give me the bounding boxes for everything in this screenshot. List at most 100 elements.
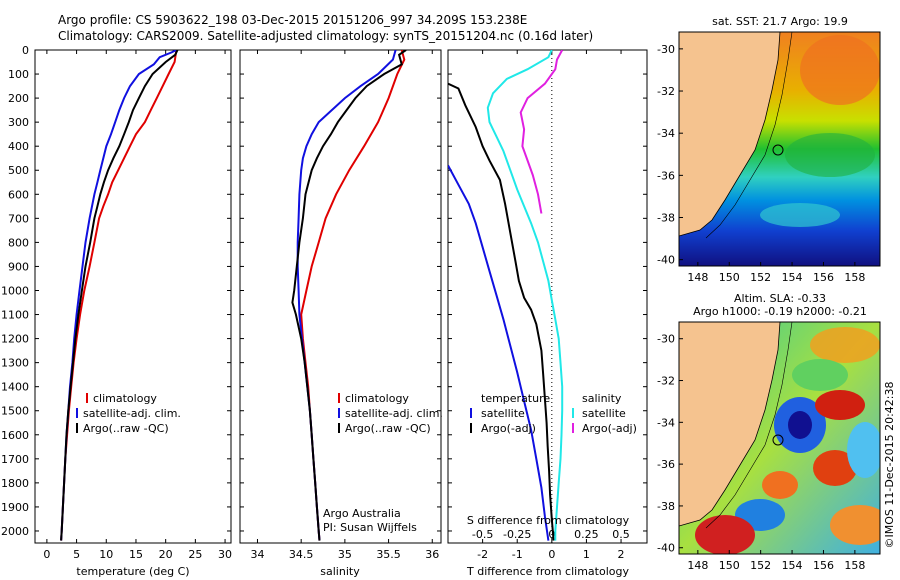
sst-map: [679, 32, 880, 266]
depth-tick-label: 900: [8, 260, 29, 273]
depth-tick-label: 1500: [1, 405, 29, 418]
x-tick-label: 30: [218, 548, 232, 561]
salinity-legend: climatology satellite-adj. clim. Argo(..…: [338, 392, 443, 435]
difference-top-label: S difference from climatology: [467, 514, 630, 527]
map-lon-label: 152: [750, 271, 771, 284]
difference-xlabel: T difference from climatology: [466, 565, 629, 578]
x-tick-label: 34.5: [289, 548, 314, 561]
depth-tick-label: 300: [8, 116, 29, 129]
series-line-temperature-argo-adj-: [448, 82, 555, 541]
map-lon-label: 154: [782, 271, 803, 284]
difference-series: [448, 50, 564, 541]
map-lon-label: 156: [813, 559, 834, 572]
map-lon-label: 150: [719, 559, 740, 572]
x-tick-label: 35: [338, 548, 352, 561]
series-line-argo-raw-qc-: [291, 50, 407, 541]
map-lon-label: 148: [687, 271, 708, 284]
difference-legend-temperature: temperature satellite Argo(-adj): [470, 392, 550, 435]
map-lat-label: -36: [657, 169, 675, 182]
legend-item: Argo(..raw -QC): [345, 422, 431, 435]
depth-tick-label: 500: [8, 164, 29, 177]
difference-top-axis: -0.5-0.2500.250.5: [472, 528, 630, 541]
map-lat-label: -36: [657, 458, 675, 471]
depth-tick-label: 1700: [1, 453, 29, 466]
x-tick-label: 35.5: [376, 548, 401, 561]
top-tick-label: -0.25: [503, 528, 531, 541]
map-lon-label: 152: [750, 559, 771, 572]
x-tick-label: 5: [73, 548, 80, 561]
series-line-temperature-satellite: [448, 164, 550, 541]
x-tick-label: 1: [583, 548, 590, 561]
depth-axis: 0 100 200 300 400 500 600 700 800 900 1000 1100 1200…: [1, 44, 647, 538]
salinity-xlabel: salinity: [320, 565, 360, 578]
depth-tick-label: 600: [8, 188, 29, 201]
x-tick-label: -2: [477, 548, 488, 561]
legend-item: Argo(-adj): [582, 422, 637, 435]
sla-map-title2: Argo h1000: -0.19 h2000: -0.21: [693, 305, 867, 318]
map-lat-label: -38: [657, 500, 675, 513]
salinity-annotation-line1: Argo Australia: [323, 507, 401, 520]
legend-title: temperature: [481, 392, 550, 405]
legend-item: climatology: [93, 392, 157, 405]
map-lat-label: -38: [657, 212, 675, 225]
x-tick-label: 10: [99, 548, 113, 561]
depth-tick-label: 1400: [1, 381, 29, 394]
series-line-satellite-adj-clim-: [296, 50, 397, 541]
difference-plot-frame: [447, 49, 648, 544]
map-lat-label: -32: [657, 375, 675, 388]
series-line-argo-raw-qc-: [60, 50, 179, 541]
depth-tick-label: 100: [8, 68, 29, 81]
series-line-salinity-satellite: [486, 50, 564, 541]
temperature-series: [60, 50, 179, 541]
x-tick-label: 0: [548, 548, 555, 561]
top-tick-label: 0.5: [612, 528, 630, 541]
map-lat-label: -30: [657, 333, 675, 346]
depth-tick-label: 1200: [1, 333, 29, 346]
land-mass: [679, 32, 780, 236]
map-lon-label: 150: [719, 271, 740, 284]
sla-map: [679, 322, 880, 554]
depth-tick-label: 1900: [1, 501, 29, 514]
legend-item: climatology: [345, 392, 409, 405]
depth-tick-label: 1100: [1, 309, 29, 322]
argo-position-marker: [772, 144, 784, 156]
map-lon-label: 154: [782, 559, 803, 572]
legend-item: satellite: [481, 407, 525, 420]
sla-map-frame: [678, 321, 881, 555]
legend-item: Argo(..raw -QC): [83, 422, 169, 435]
series-line-climatology: [300, 50, 406, 541]
x-tick-label: 34: [250, 548, 264, 561]
argo-position-marker: [772, 434, 784, 446]
x-tick-label: 36: [425, 548, 439, 561]
sst-map-frame: [678, 31, 881, 267]
difference-x-axis: -2 -1 0 1 2: [477, 50, 625, 561]
sst-map-title: sat. SST: 21.7 Argo: 19.9: [712, 15, 848, 28]
header-line1: Argo profile: CS 5903622_198 03-Dec-2015…: [58, 13, 527, 27]
depth-tick-label: 700: [8, 212, 29, 225]
legend-item: satellite: [582, 407, 626, 420]
x-tick-label: 20: [159, 548, 173, 561]
series-line-satellite-adj-clim-: [60, 50, 177, 541]
depth-tick-label: 1800: [1, 477, 29, 490]
salinity-plot-frame: [239, 49, 442, 544]
land-mass: [679, 322, 780, 526]
map-lat-label: -40: [657, 254, 675, 267]
temperature-xlabel: temperature (deg C): [76, 565, 189, 578]
legend-item: Argo(-adj): [481, 422, 536, 435]
depth-tick-label: 200: [8, 92, 29, 105]
sst-map-axes: -30 -32 -34 -36 -38 -40 148 150 152 154 156 158: [657, 43, 865, 284]
sla-map-title1: Altim. SLA: -0.33: [734, 292, 826, 305]
x-tick-label: 0: [43, 548, 50, 561]
map-lat-label: -32: [657, 85, 675, 98]
depth-tick-label: 1600: [1, 429, 29, 442]
map-lat-label: -40: [657, 542, 675, 555]
map-lon-label: 156: [813, 271, 834, 284]
x-tick-label: 15: [129, 548, 143, 561]
depth-tick-label: 0: [22, 44, 29, 57]
depth-tick-label: 400: [8, 140, 29, 153]
salinity-x-axis: 34 34.5 35 35.5 36: [250, 50, 439, 561]
depth-tick-label: 800: [8, 236, 29, 249]
map-lat-label: -34: [657, 416, 675, 429]
temperature-legend: climatology satellite-adj. clim. Argo(..…: [76, 392, 181, 435]
